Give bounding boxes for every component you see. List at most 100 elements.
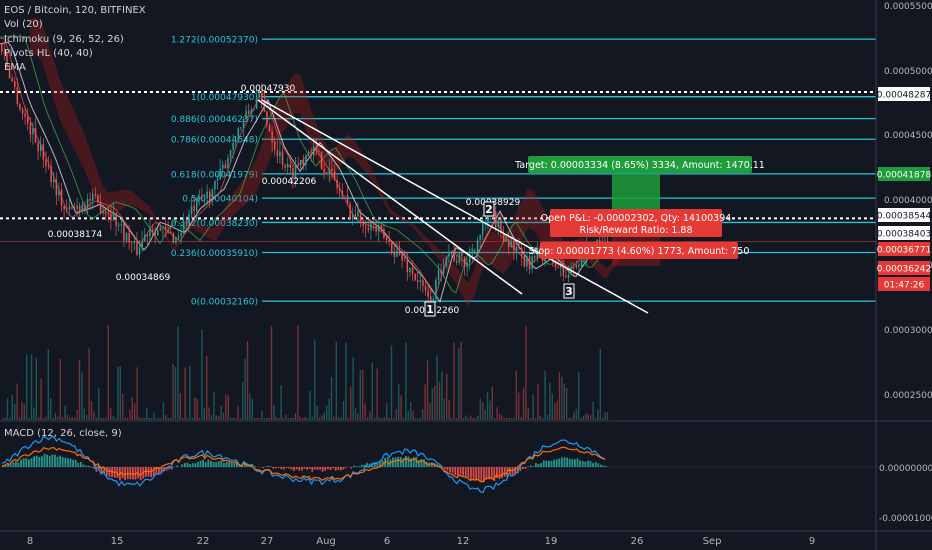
macd-histogram-bar: [77, 462, 80, 467]
candle-body: [292, 168, 294, 179]
macd-histogram-bar: [129, 467, 132, 480]
time-axis-tick[interactable]: 6: [384, 536, 390, 547]
candle-body: [378, 224, 380, 232]
price-scale-label: 0.00048287: [877, 87, 931, 101]
symbol-title[interactable]: EOS / Bitcoin, 120, BITFINEX: [4, 5, 146, 16]
macd-histogram-bar: [25, 458, 28, 467]
volume-bar: [465, 415, 467, 420]
candle-body: [567, 274, 570, 278]
candle-body: [406, 260, 409, 273]
macd-histogram-bar: [264, 466, 267, 467]
macd-histogram-bar: [61, 457, 64, 467]
candle-body: [14, 81, 16, 88]
volume-bar: [107, 324, 109, 420]
macd-histogram-bar: [152, 467, 155, 477]
candle-body: [151, 229, 154, 233]
macd-signal-line: [1, 446, 606, 483]
macd-histogram-bar: [574, 459, 576, 467]
candle-body: [99, 202, 102, 214]
volume-bar: [71, 417, 73, 420]
macd-histogram-bar: [15, 461, 17, 467]
wave-label[interactable]: 2: [485, 203, 493, 216]
candle-body: [55, 179, 58, 196]
candle-body: [255, 97, 258, 109]
volume-bar: [606, 412, 609, 420]
candle-body: [86, 199, 89, 210]
price-scale-label-text: 0.00041878: [877, 171, 932, 181]
volume-bar: [410, 401, 412, 420]
volume-bar: [227, 395, 229, 420]
volume-bar: [251, 399, 253, 420]
candle-body: [578, 264, 580, 267]
candle-body: [263, 101, 266, 112]
candle-body: [1, 43, 3, 52]
volume-bar: [443, 398, 445, 420]
position-stop-label[interactable]: Stop: 0.00001773 (4.60%) 1773, Amount: 7…: [529, 242, 750, 259]
macd-histogram-bar: [532, 466, 535, 467]
macd-histogram-bar: [181, 464, 184, 467]
macd-histogram-bar: [589, 461, 592, 467]
candle-body: [287, 163, 289, 168]
macd-histogram-bar: [540, 463, 542, 467]
volume-bar: [30, 354, 33, 420]
candle-body: [375, 224, 377, 232]
macd-histogram-bar: [457, 467, 459, 477]
time-axis-tick[interactable]: 19: [545, 536, 558, 547]
time-axis-tick[interactable]: 9: [809, 536, 815, 547]
candle-body: [443, 266, 445, 274]
macd-histogram-bar: [405, 455, 407, 467]
indicator-ema[interactable]: EMA: [4, 62, 26, 74]
volume-bar: [174, 366, 177, 420]
volume-bar: [352, 356, 354, 420]
volume-bar: [246, 340, 249, 420]
volume-bar: [86, 414, 88, 420]
macd-axis-tick: 0.00000000: [879, 464, 932, 474]
wave-label[interactable]: 3: [565, 285, 573, 298]
macd-histogram-bar: [402, 458, 405, 467]
time-axis-tick[interactable]: 26: [631, 536, 644, 547]
time-axis-tick[interactable]: 12: [457, 536, 470, 547]
volume-bar: [371, 362, 373, 420]
candle-body: [21, 109, 24, 114]
candle-body: [24, 113, 26, 117]
volume-bar: [45, 416, 47, 420]
fib-level-label: 0.786(0.00044648): [171, 136, 258, 146]
indicator-pivots[interactable]: Pivots HL (40, 40): [4, 47, 93, 59]
macd-histogram-bar: [191, 463, 194, 467]
wave-label[interactable]: 1: [426, 303, 434, 316]
time-axis-tick[interactable]: Aug: [316, 536, 336, 547]
time-axis-tick[interactable]: 15: [111, 536, 124, 547]
volume-bar: [342, 401, 345, 420]
pivot-label: 0.00042206: [262, 177, 317, 187]
time-axis-tick[interactable]: Sep: [703, 536, 722, 547]
candle-body: [383, 229, 385, 239]
candle-body: [185, 221, 188, 224]
macd-histogram-bar: [233, 462, 236, 467]
position-target-label[interactable]: Target: 0.00003334 (8.65%) 3334, Amount:…: [514, 156, 765, 173]
candle-body: [216, 179, 219, 181]
macd-legend[interactable]: MACD (12, 26, close, 9): [4, 428, 122, 439]
candle-body: [240, 127, 242, 129]
volume-bar: [141, 417, 143, 420]
macd-histogram-bar: [207, 459, 210, 467]
macd-histogram-bar: [446, 467, 449, 471]
volume-bar: [369, 411, 371, 420]
time-axis-tick[interactable]: 8: [27, 536, 33, 547]
indicator-volume[interactable]: Vol (20): [4, 19, 43, 31]
time-axis-tick[interactable]: 27: [261, 536, 274, 547]
macd-histogram-bar: [17, 462, 20, 467]
volume-bar: [513, 418, 515, 420]
indicator-ichimoku[interactable]: Ichimoku (9, 26, 52, 26): [4, 33, 124, 45]
macd-histogram-bar: [155, 467, 158, 474]
position-pnl-label[interactable]: Open P&L: -0.00002302, Qty: 14100394Risk…: [541, 209, 732, 237]
candle-body: [518, 247, 520, 249]
volume-bar: [242, 382, 244, 420]
macd-histogram-bar: [220, 460, 223, 467]
macd-histogram-bar: [535, 463, 537, 467]
candle-body: [97, 194, 99, 203]
time-axis-tick[interactable]: 22: [197, 536, 210, 547]
candle-body: [248, 111, 250, 114]
volume-bar: [196, 398, 198, 420]
candle-body: [437, 270, 440, 280]
